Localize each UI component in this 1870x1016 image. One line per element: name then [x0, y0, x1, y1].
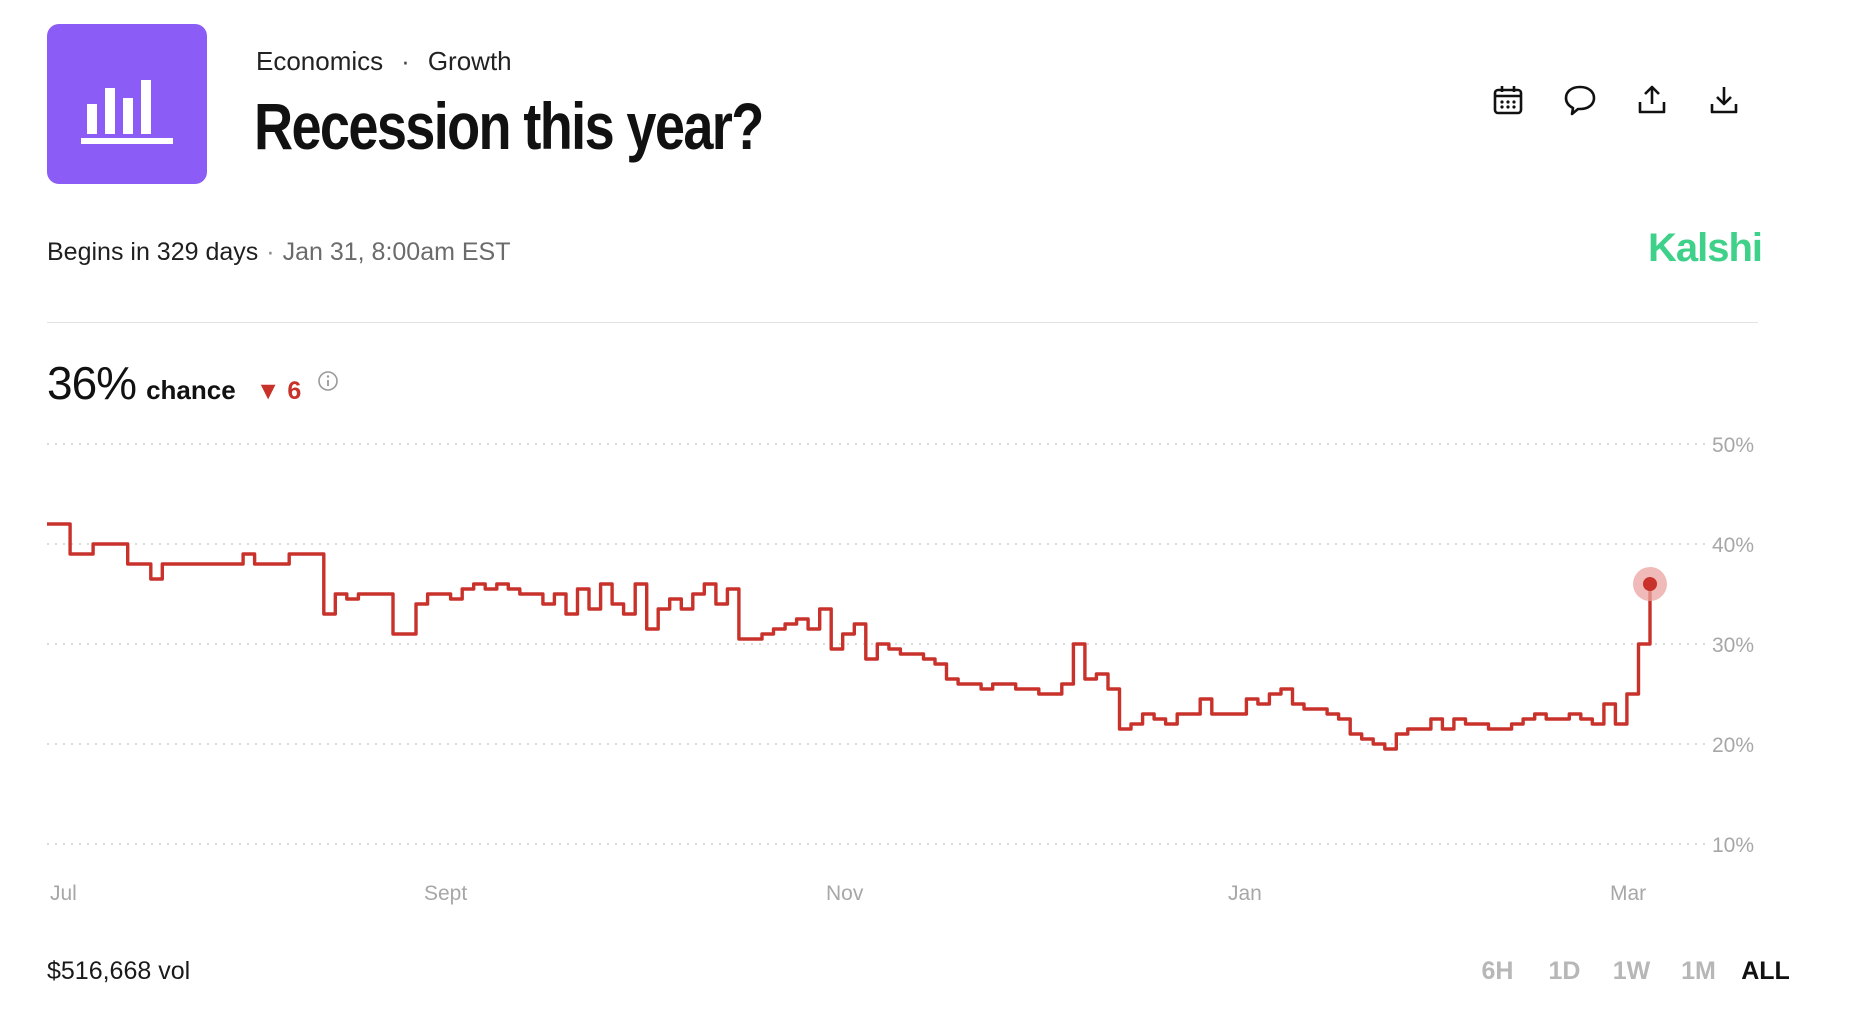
probability-chart[interactable]: 50% 40% 30% 20% 10% Jul Sept Nov Jan Mar: [0, 420, 1870, 920]
range-1m-button[interactable]: 1M: [1681, 957, 1716, 985]
y-axis-ticks: 50% 40% 30% 20% 10%: [1712, 434, 1754, 857]
current-point[interactable]: [1643, 577, 1657, 591]
x-axis-ticks: Jul Sept Nov Jan Mar: [50, 882, 1646, 905]
delta-value: 6: [287, 377, 302, 405]
range-1w-button[interactable]: 1W: [1612, 957, 1651, 985]
volume-text: $516,668 vol: [47, 957, 191, 985]
y-tick-label: 30%: [1712, 634, 1754, 657]
x-tick-label: Jul: [50, 882, 77, 905]
begins-date: Jan 31, 8:00am EST: [282, 238, 511, 266]
bar-chart-icon: [81, 80, 173, 144]
chance-summary: 36% chance ▼ 6: [47, 356, 339, 410]
range-all-button[interactable]: ALL: [1741, 957, 1790, 985]
market-schedule: Begins in 329 days · Jan 31, 8:00am EST: [47, 238, 511, 267]
toolbar: [1490, 82, 1742, 118]
calendar-icon: [1493, 86, 1523, 115]
comment-icon: [1564, 85, 1596, 116]
begins-text: Begins in 329 days: [47, 238, 259, 266]
info-icon[interactable]: [317, 370, 339, 397]
x-tick-label: Jan: [1228, 882, 1262, 905]
time-range-selector: 6H 1D 1W 1M ALL: [1464, 957, 1799, 986]
page-title: Recession this year?: [254, 89, 764, 163]
breadcrumb-category[interactable]: Economics: [256, 46, 384, 76]
calendar-button[interactable]: [1490, 82, 1526, 118]
breadcrumb-separator: ·: [401, 46, 410, 76]
breadcrumb-subcategory[interactable]: Growth: [427, 46, 512, 76]
download-icon: [1710, 87, 1738, 114]
download-button[interactable]: [1706, 82, 1742, 118]
x-tick-label: Sept: [424, 882, 467, 905]
chance-label: chance: [146, 375, 236, 405]
y-tick-label: 20%: [1712, 734, 1754, 757]
category-logo: [47, 24, 207, 184]
comment-button[interactable]: [1562, 82, 1598, 118]
y-tick-label: 10%: [1712, 834, 1754, 857]
range-6h-button[interactable]: 6H: [1481, 957, 1514, 985]
chart-grid: [47, 443, 1708, 845]
breadcrumb: Economics · Growth: [256, 46, 512, 77]
x-tick-label: Mar: [1610, 882, 1646, 905]
share-icon: [1638, 85, 1666, 114]
chance-delta: ▼ 6: [256, 377, 302, 406]
down-arrow-icon: ▼: [255, 377, 281, 405]
schedule-separator: ·: [266, 238, 275, 266]
x-tick-label: Nov: [826, 882, 864, 905]
range-1d-button[interactable]: 1D: [1548, 957, 1581, 985]
kalshi-logo[interactable]: Kalshi: [1648, 226, 1763, 270]
share-button[interactable]: [1634, 82, 1670, 118]
chance-value: 36%: [47, 357, 137, 409]
divider: [47, 322, 1758, 323]
y-tick-label: 40%: [1712, 534, 1754, 557]
y-tick-label: 50%: [1712, 434, 1754, 457]
series-line: [47, 522, 1652, 751]
